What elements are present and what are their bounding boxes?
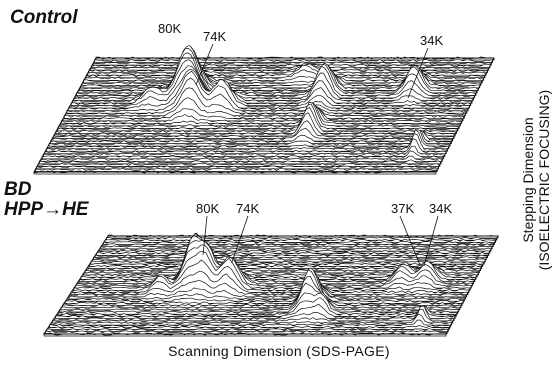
y-axis-label-line1: Stepping Dimension bbox=[520, 117, 536, 243]
control-surface-trace bbox=[35, 167, 438, 172]
control-surface-trace bbox=[68, 70, 469, 112]
bd-surface-trace bbox=[59, 282, 460, 313]
peak-label-bd-74k: 74K bbox=[236, 201, 260, 216]
peak-leader-line bbox=[231, 215, 249, 263]
bd-surface-trace bbox=[70, 270, 469, 295]
control-surface-trace bbox=[41, 150, 445, 160]
bd-surface-trace bbox=[63, 267, 463, 306]
peak-label-bd-37k: 37K bbox=[391, 201, 415, 216]
bd-surface-trace bbox=[45, 330, 448, 335]
control-surface-trace bbox=[90, 64, 490, 71]
control-surface-trace bbox=[39, 159, 442, 165]
bd-surface-trace bbox=[46, 328, 449, 332]
bd-surface-trace bbox=[64, 268, 464, 304]
bd-surface-trace bbox=[106, 236, 498, 241]
bd-surface-trace bbox=[69, 279, 468, 298]
peak-leader-line bbox=[407, 47, 429, 99]
control-surface-trace bbox=[44, 138, 447, 155]
bd-surface-trace bbox=[67, 277, 466, 300]
control-surface-trace bbox=[57, 103, 459, 132]
control-surface-trace bbox=[36, 165, 439, 170]
control-surface-trace bbox=[62, 105, 464, 122]
peak-label-control-34k: 34K bbox=[420, 33, 444, 48]
bd-surface-plot bbox=[43, 232, 499, 337]
bd-surface-trace bbox=[47, 325, 450, 330]
panel-title-hpp-he: HPP→HE bbox=[4, 199, 89, 220]
bd-surface-trace bbox=[66, 272, 465, 302]
control-surface-trace bbox=[37, 162, 441, 167]
peak-label-bd-34k: 34K bbox=[429, 201, 453, 216]
control-surface-trace bbox=[65, 87, 466, 117]
peak-leader-lines bbox=[195, 43, 439, 267]
bd-surface-trace bbox=[72, 259, 470, 293]
bd-surface-trace bbox=[62, 269, 462, 309]
control-surface-trace bbox=[66, 77, 468, 114]
control-surface-trace bbox=[54, 112, 456, 137]
y-axis-label-line2: (ISOELECTRIC FOCUSING) bbox=[536, 89, 552, 271]
bd-surface-trace bbox=[50, 313, 453, 326]
bd-surface-trace bbox=[57, 292, 458, 315]
peak-leader-line bbox=[202, 215, 208, 256]
peak-label-control-80k: 80K bbox=[158, 21, 182, 36]
bd-surface-outline bbox=[43, 235, 499, 335]
peak-label-bd-80k: 80K bbox=[196, 201, 220, 216]
bd-surface-trace bbox=[73, 251, 471, 291]
control-surface-trace bbox=[40, 155, 443, 162]
control-surface-trace bbox=[69, 69, 470, 109]
control-surface-trace bbox=[63, 97, 465, 119]
bd-surface-trace bbox=[60, 275, 461, 311]
panel-title-bd: BD bbox=[4, 179, 32, 200]
control-surface-trace bbox=[61, 104, 463, 124]
peak-leader-line bbox=[423, 215, 439, 267]
control-surface-trace bbox=[58, 101, 460, 129]
panel-title-control: Control bbox=[10, 7, 78, 28]
control-surface-trace bbox=[59, 102, 461, 127]
peak-leader-line bbox=[195, 43, 214, 86]
bd-surface-trace bbox=[49, 319, 451, 328]
bd-surface-trace bbox=[74, 244, 472, 289]
peak-leader-line bbox=[399, 215, 421, 266]
control-surface-trace bbox=[43, 145, 446, 157]
peak-label-control-74k: 74K bbox=[203, 29, 227, 44]
control-surface-trace bbox=[87, 63, 487, 76]
x-axis-label: Scanning Dimension (SDS-PAGE) bbox=[168, 343, 390, 359]
y-axis-label: Stepping Dimension (ISOELECTRIC FOCUSING… bbox=[520, 70, 552, 290]
control-surface-outline bbox=[33, 57, 495, 173]
control-surface-trace bbox=[55, 107, 457, 134]
control-surface-plot bbox=[33, 45, 495, 175]
